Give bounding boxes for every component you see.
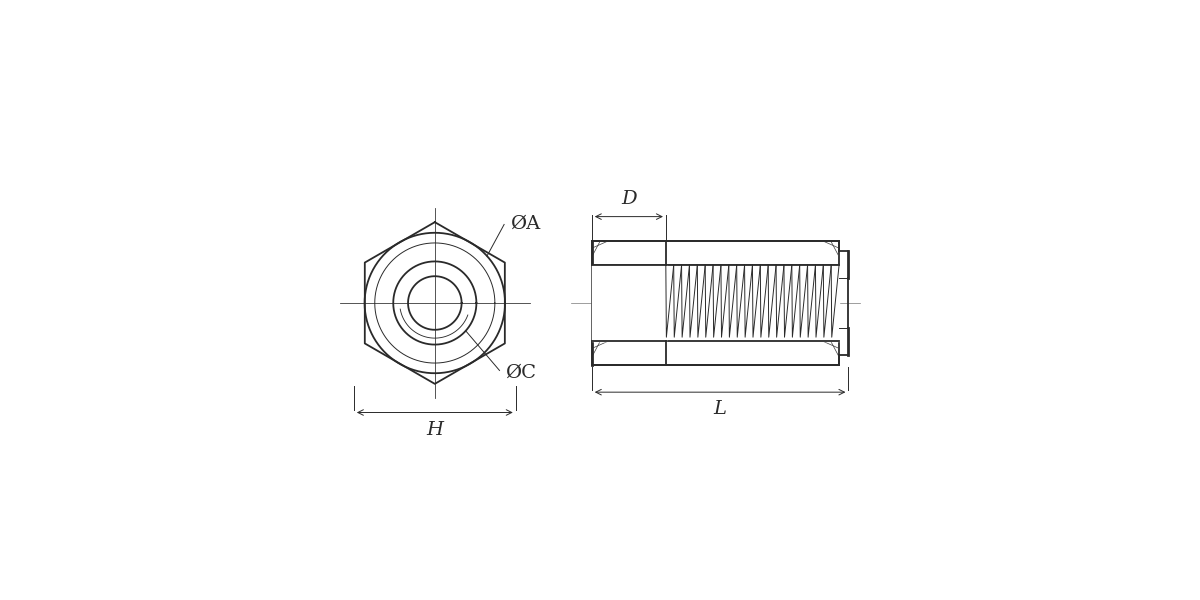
Text: ØA: ØA: [510, 215, 540, 233]
Polygon shape: [592, 265, 666, 341]
Text: D: D: [622, 190, 637, 208]
Polygon shape: [592, 265, 839, 341]
Text: L: L: [714, 400, 727, 418]
Text: H: H: [426, 421, 443, 439]
Text: ØC: ØC: [505, 363, 536, 382]
